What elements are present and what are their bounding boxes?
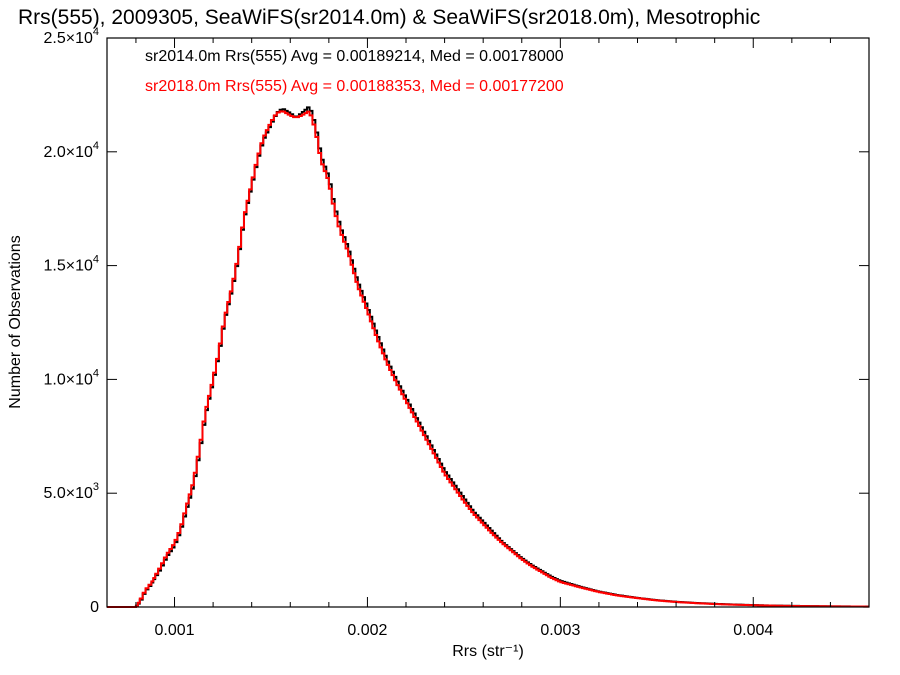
x-axis-ticks: 0.001 0.002 0.003 0.004	[135, 38, 870, 639]
y-tick-label: 1.5×104	[43, 254, 99, 275]
legend-entry-sr2014: sr2014.0m Rrs(555) Avg = 0.00189214, Med…	[145, 48, 564, 65]
legend-entry-sr2018: sr2018.0m Rrs(555) Avg = 0.00188353, Med…	[145, 78, 564, 95]
x-axis-label: Rrs (str⁻¹)	[452, 643, 524, 660]
y-tick-label: 1.0×104	[43, 367, 99, 388]
y-tick-label: 0	[90, 599, 99, 616]
x-tick-label: 0.002	[347, 622, 387, 639]
series-layer	[107, 106, 869, 608]
series-line-sr2018.0m	[107, 110, 869, 608]
x-tick-label: 0.003	[540, 622, 580, 639]
y-tick-label: 2.0×104	[43, 140, 99, 161]
x-tick-label: 0.004	[733, 622, 773, 639]
y-axis-label: Number of Observations	[7, 235, 24, 408]
y-tick-label: 5.0×103	[43, 481, 99, 502]
y-axis-ticks: 0 5.0×103 1.0×104 1.5×104 2.0×104 2.5×104	[43, 26, 869, 616]
plot-frame	[106, 37, 870, 608]
chart-title: Rrs(555), 2009305, SeaWiFS(sr2014.0m) & …	[18, 6, 760, 29]
y-tick-label: 2.5×104	[43, 26, 99, 47]
x-tick-label: 0.001	[154, 622, 194, 639]
series-line-sr2014.0m	[107, 106, 869, 608]
